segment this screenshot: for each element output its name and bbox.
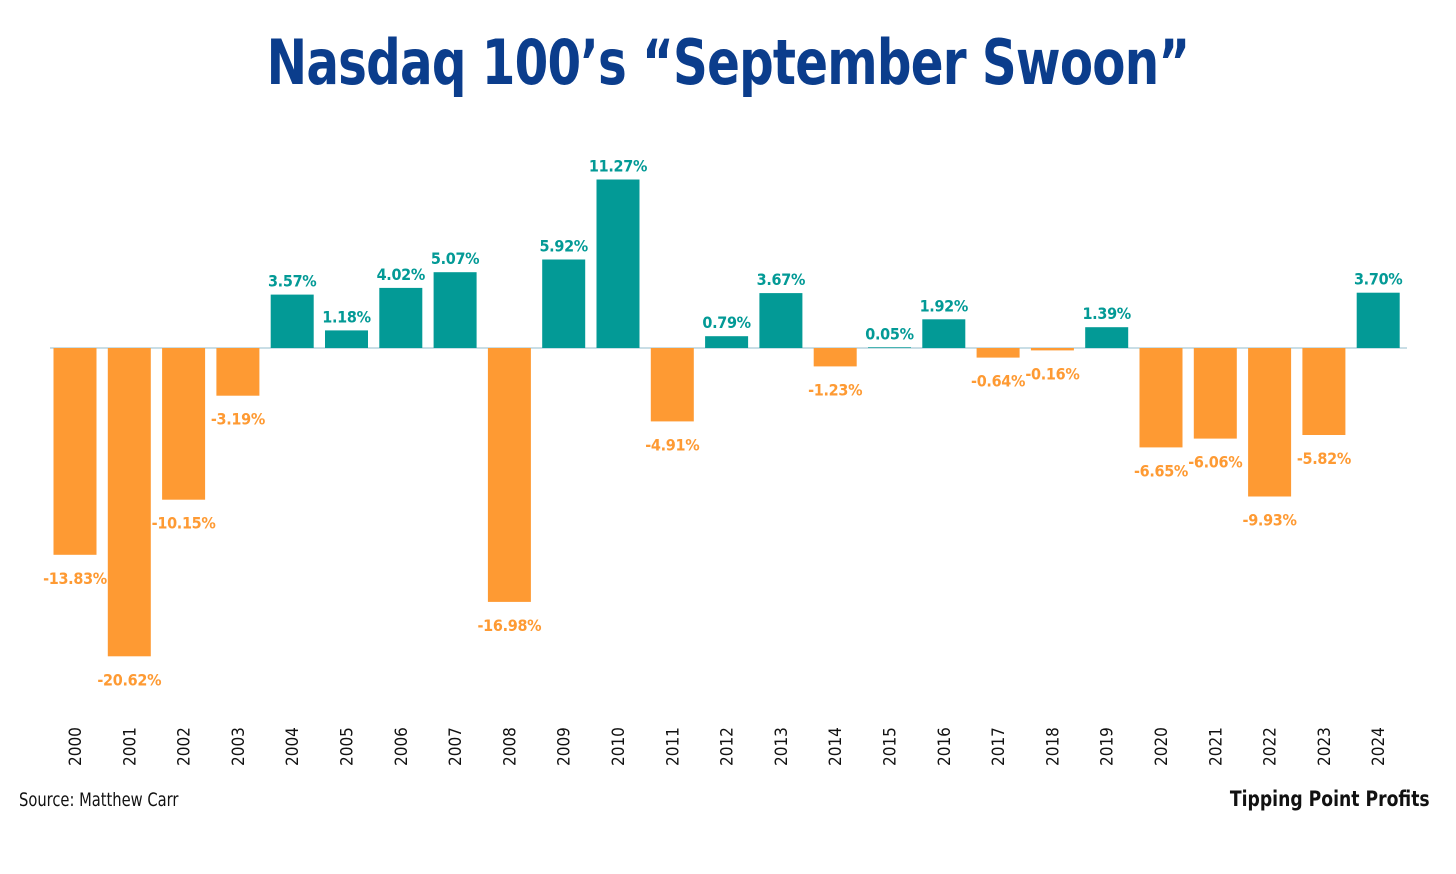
bar-2014 <box>813 348 857 367</box>
x-tick-2004: 2004 <box>283 727 303 766</box>
bar-2017 <box>976 348 1020 358</box>
x-tick-2008: 2008 <box>500 727 520 766</box>
bar-2016 <box>922 319 966 348</box>
bar-2019 <box>1085 327 1129 348</box>
data-label-2016: 1.92% <box>920 296 968 315</box>
data-label-2020: -6.65% <box>1134 461 1188 480</box>
data-label-2005: 1.18% <box>322 307 370 326</box>
bar-2021 <box>1193 348 1237 439</box>
data-label-2022: -9.93% <box>1243 511 1297 530</box>
x-tick-2020: 2020 <box>1152 727 1172 766</box>
x-tick-2012: 2012 <box>718 727 738 766</box>
data-label-2014: -1.23% <box>808 380 862 399</box>
x-tick-2024: 2024 <box>1369 727 1389 766</box>
data-label-2024: 3.70% <box>1354 270 1402 289</box>
data-label-2002: -10.15% <box>152 514 216 533</box>
data-label-2004: 3.57% <box>268 272 316 291</box>
bar-2007 <box>433 272 477 348</box>
x-tick-2000: 2000 <box>66 727 86 766</box>
data-label-2013: 3.67% <box>757 270 805 289</box>
data-label-2008: -16.98% <box>477 616 541 635</box>
data-label-2007: 5.07% <box>431 249 479 268</box>
data-label-2015: 0.05% <box>865 324 913 343</box>
bar-2011 <box>650 348 694 422</box>
bar-2000 <box>53 348 97 555</box>
bar-2008 <box>487 348 531 602</box>
bar-2018 <box>1030 348 1074 351</box>
x-tick-2023: 2023 <box>1315 727 1335 766</box>
bar-2022 <box>1248 348 1292 497</box>
source-caption: Source: Matthew Carr <box>19 789 179 811</box>
data-label-2023: -5.82% <box>1297 449 1351 468</box>
bar-2023 <box>1302 348 1346 435</box>
x-tick-2007: 2007 <box>446 727 466 766</box>
x-tick-2017: 2017 <box>989 727 1009 766</box>
data-label-2012: 0.79% <box>702 313 750 332</box>
x-tick-2011: 2011 <box>663 727 683 766</box>
bar-2013 <box>759 293 803 348</box>
data-label-2001: -20.62% <box>97 670 161 689</box>
x-tick-2003: 2003 <box>229 727 249 766</box>
bar-2001 <box>107 348 151 657</box>
x-tick-2016: 2016 <box>935 727 955 766</box>
x-tick-2010: 2010 <box>609 727 629 766</box>
x-tick-2018: 2018 <box>1043 727 1063 766</box>
data-label-2003: -3.19% <box>211 410 265 429</box>
bar-2009 <box>542 259 586 348</box>
bar-2006 <box>379 287 423 348</box>
brand-label: Tipping Point Profits <box>1230 787 1430 811</box>
x-tick-2021: 2021 <box>1206 727 1226 766</box>
bar-2015 <box>868 347 911 348</box>
chart-title: Nasdaq 100’s “September Swoon” <box>266 26 1191 99</box>
data-label-2000: -13.83% <box>43 569 107 588</box>
x-tick-2009: 2009 <box>555 727 575 766</box>
x-tick-2006: 2006 <box>392 727 412 766</box>
bar-2002 <box>162 348 206 500</box>
bar-2024 <box>1356 292 1400 348</box>
x-tick-2013: 2013 <box>772 727 792 766</box>
bar-2003 <box>216 348 260 396</box>
bar-2020 <box>1139 348 1183 448</box>
x-tick-2022: 2022 <box>1261 727 1281 766</box>
x-tick-2019: 2019 <box>1098 727 1118 766</box>
bar-2010 <box>596 179 640 348</box>
data-label-2021: -6.06% <box>1188 453 1242 472</box>
data-label-2011: -4.91% <box>645 435 699 454</box>
x-tick-2005: 2005 <box>338 727 358 766</box>
bar-2012 <box>705 336 749 348</box>
x-tick-2002: 2002 <box>175 727 195 766</box>
bar-2004 <box>270 294 314 348</box>
data-label-2019: 1.39% <box>1082 304 1130 323</box>
data-label-2006: 4.02% <box>377 265 425 284</box>
data-label-2009: 5.92% <box>539 237 587 256</box>
x-tick-2014: 2014 <box>826 727 846 766</box>
x-tick-2015: 2015 <box>881 727 901 766</box>
data-label-2017: -0.64% <box>971 372 1025 391</box>
data-label-2018: -0.16% <box>1025 364 1079 383</box>
bar-2005 <box>325 330 368 348</box>
data-label-2010: 11.27% <box>589 157 647 176</box>
x-tick-2001: 2001 <box>120 727 140 766</box>
